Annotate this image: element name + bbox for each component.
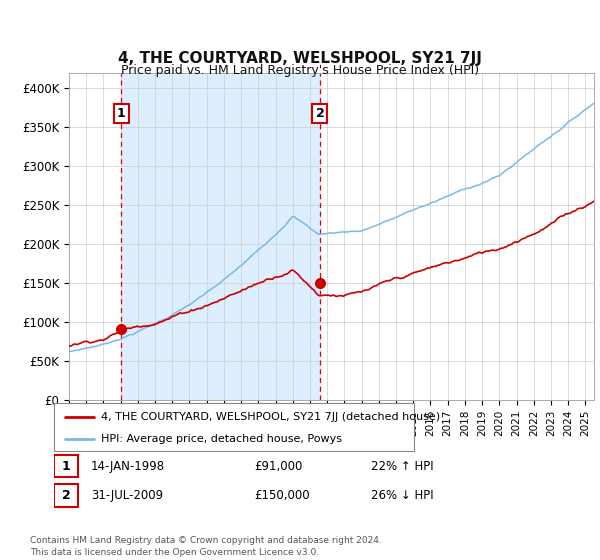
Text: £150,000: £150,000 — [254, 489, 310, 502]
Text: 1: 1 — [62, 460, 70, 473]
Text: £91,000: £91,000 — [254, 460, 303, 473]
Text: 4, THE COURTYARD, WELSHPOOL, SY21 7JJ (detached house): 4, THE COURTYARD, WELSHPOOL, SY21 7JJ (d… — [101, 412, 440, 422]
Text: HPI: Average price, detached house, Powys: HPI: Average price, detached house, Powy… — [101, 434, 342, 444]
FancyBboxPatch shape — [54, 403, 414, 451]
Text: Contains HM Land Registry data © Crown copyright and database right 2024.
This d: Contains HM Land Registry data © Crown c… — [30, 536, 382, 557]
Text: 14-JAN-1998: 14-JAN-1998 — [91, 460, 165, 473]
Text: 22% ↑ HPI: 22% ↑ HPI — [371, 460, 433, 473]
Bar — [121, 73, 320, 400]
Text: 2: 2 — [316, 108, 325, 120]
FancyBboxPatch shape — [54, 484, 78, 507]
Text: 2: 2 — [62, 489, 70, 502]
Text: 1: 1 — [117, 108, 126, 120]
Text: Price paid vs. HM Land Registry's House Price Index (HPI): Price paid vs. HM Land Registry's House … — [121, 64, 479, 77]
Text: 4, THE COURTYARD, WELSHPOOL, SY21 7JJ: 4, THE COURTYARD, WELSHPOOL, SY21 7JJ — [118, 51, 482, 66]
Text: 26% ↓ HPI: 26% ↓ HPI — [371, 489, 433, 502]
FancyBboxPatch shape — [54, 455, 78, 477]
Text: 31-JUL-2009: 31-JUL-2009 — [91, 489, 163, 502]
